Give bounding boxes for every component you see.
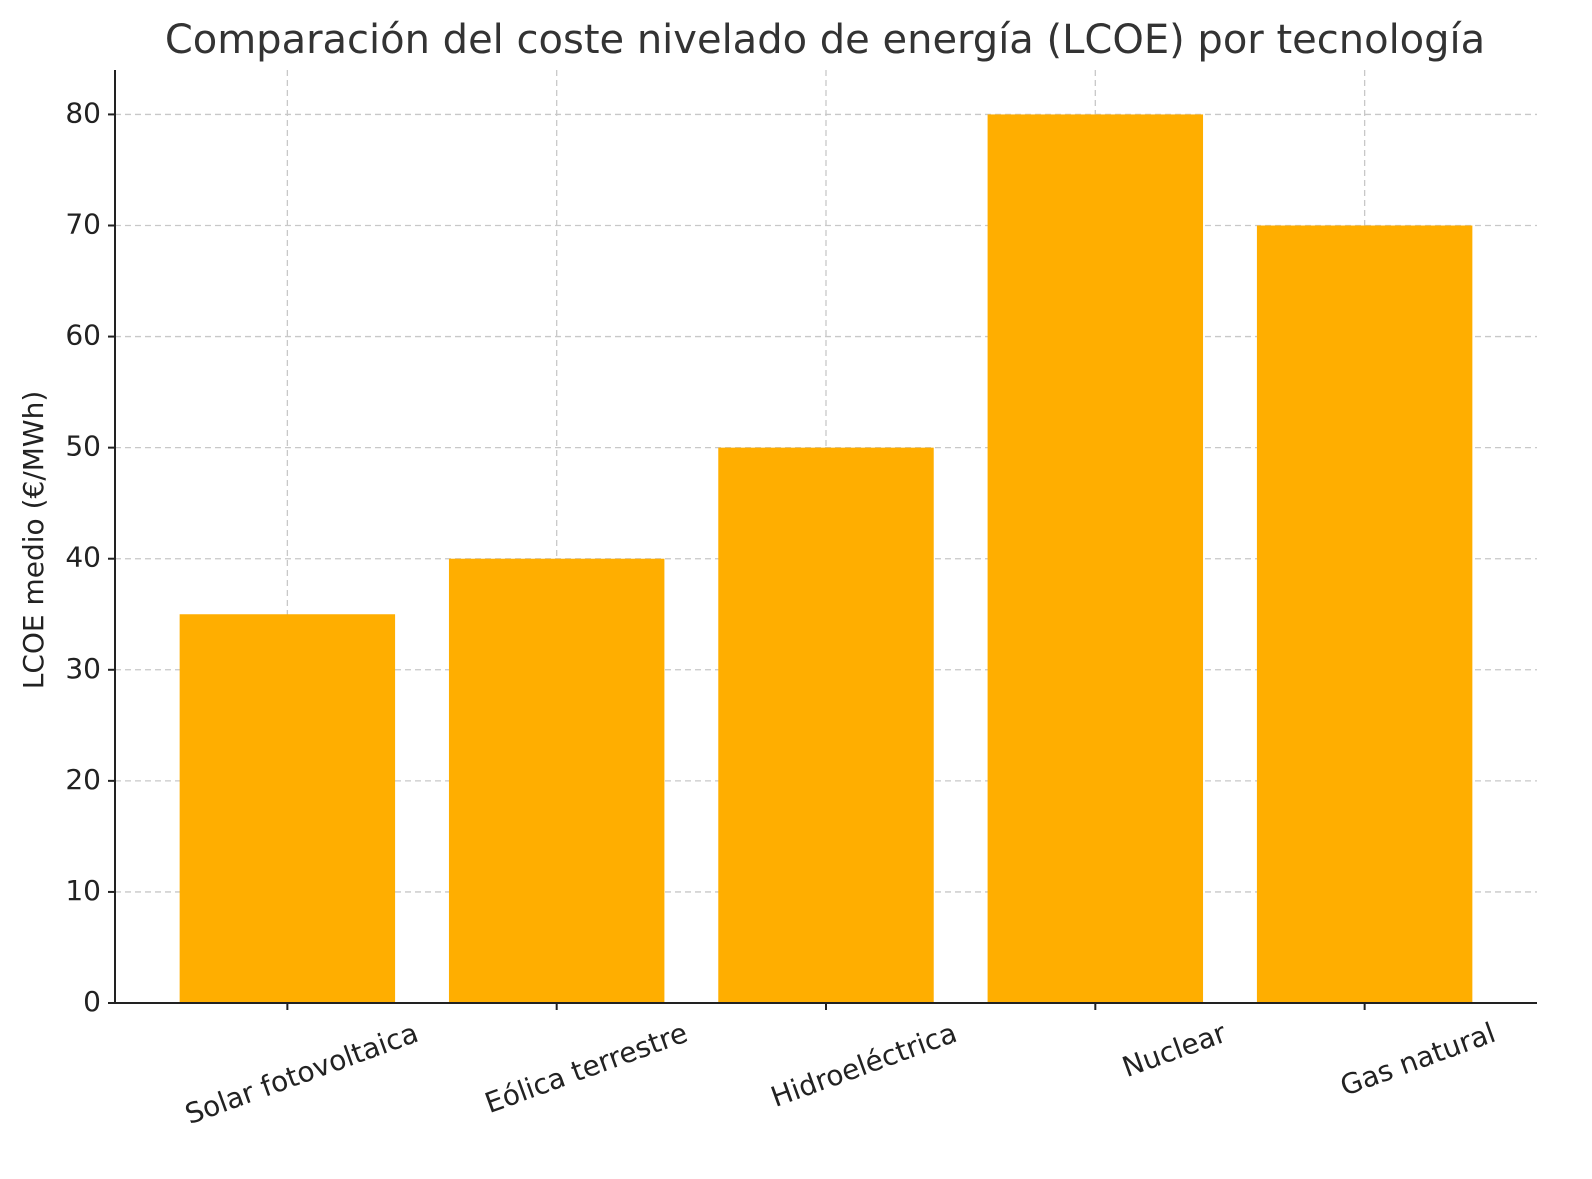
x-tick-label: Nuclear bbox=[1118, 1016, 1231, 1084]
bar bbox=[179, 614, 396, 1003]
y-tick-label: 0 bbox=[83, 985, 101, 1018]
chart-title: Comparación del coste nivelado de energí… bbox=[165, 17, 1485, 63]
y-tick-label: 30 bbox=[65, 652, 101, 685]
bar bbox=[448, 558, 665, 1003]
y-tick-label: 80 bbox=[65, 96, 101, 129]
x-tick-label: Solar fotovoltaica bbox=[181, 1016, 423, 1131]
y-tick-label: 50 bbox=[65, 430, 101, 463]
bar bbox=[987, 114, 1204, 1003]
y-tick-label: 40 bbox=[65, 541, 101, 574]
x-tick-label: Hidroeléctrica bbox=[767, 1016, 962, 1114]
y-axis-label: LCOE medio (€/MWh) bbox=[17, 391, 50, 690]
y-tick-label: 70 bbox=[65, 208, 101, 241]
y-tick-label: 10 bbox=[65, 874, 101, 907]
x-tick-label: Gas natural bbox=[1336, 1016, 1500, 1103]
y-tick-label: 60 bbox=[65, 319, 101, 352]
bar bbox=[718, 447, 934, 1004]
y-tick-label: 20 bbox=[65, 763, 101, 796]
bar bbox=[1256, 225, 1473, 1003]
x-tick-label: Eólica terrestre bbox=[480, 1016, 691, 1120]
